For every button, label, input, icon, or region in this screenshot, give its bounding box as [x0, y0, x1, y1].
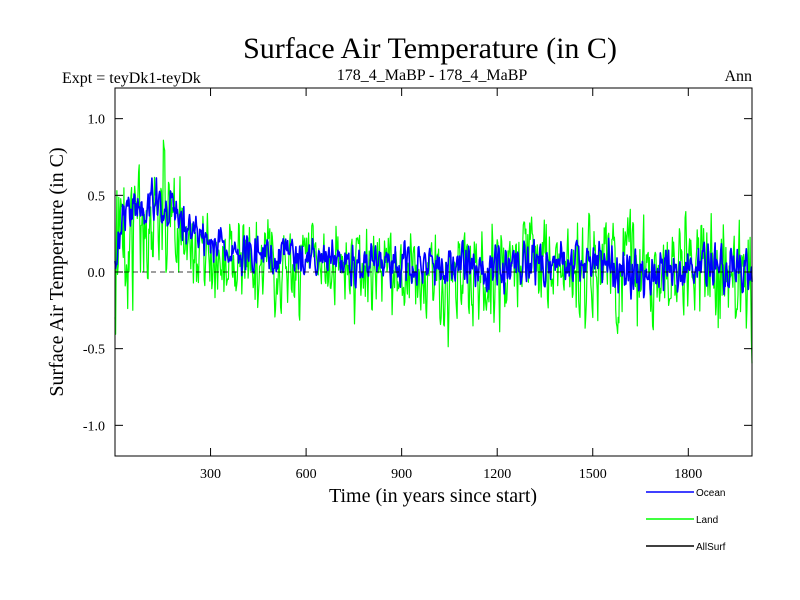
y-tick-label: 1.0: [88, 113, 106, 128]
plot-series-group: [114, 139, 753, 364]
y-axis-label: Surface Air Temperature (in C): [46, 147, 68, 396]
x-tick-label: 1200: [483, 467, 511, 482]
legend-label-allsurf: AllSurf: [696, 542, 726, 553]
legend: Ocean Land AllSurf: [646, 488, 726, 553]
y-tick-label: -0.5: [83, 343, 105, 358]
x-tick-label: 600: [296, 467, 317, 482]
y-tick-label: 0.5: [88, 189, 106, 204]
legend-label-land: Land: [696, 515, 718, 526]
axis-ticks-group: 300 600 900 1200 1500 1800 1.0 0.5 0.0 -0.5 -1.0: [83, 88, 752, 482]
x-tick-label: 1800: [674, 467, 702, 482]
y-tick-label: -1.0: [83, 419, 105, 434]
series-line-land: [114, 139, 753, 364]
chart-subtitle-right: Ann: [724, 68, 752, 85]
chart-subtitle-center: 178_4_MaBP - 178_4_MaBP: [337, 67, 528, 84]
x-tick-label: 900: [391, 467, 412, 482]
legend-label-ocean: Ocean: [696, 488, 725, 499]
chart-subtitle-left: Expt = teyDk1-teyDk: [62, 70, 201, 87]
y-tick-label: 0.0: [88, 266, 106, 281]
chart-title: Surface Air Temperature (in C): [243, 32, 617, 65]
x-tick-label: 300: [200, 467, 221, 482]
x-axis-label: Time (in years since start): [329, 485, 537, 507]
series-line-ocean: [114, 177, 753, 300]
x-tick-label: 1500: [579, 467, 607, 482]
